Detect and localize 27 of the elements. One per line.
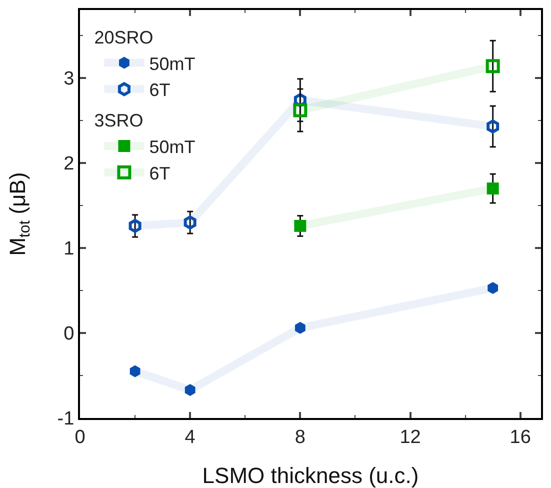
point bbox=[294, 220, 306, 232]
point bbox=[130, 365, 140, 378]
point bbox=[488, 282, 498, 294]
x-tick-label: 16 bbox=[510, 426, 531, 448]
y-tick-label: 2 bbox=[64, 154, 74, 175]
legend-label: 6T bbox=[149, 163, 170, 184]
annotation: 3SRO bbox=[94, 110, 144, 131]
y-tick-label: 1 bbox=[64, 238, 74, 260]
legend-label: 50mT bbox=[149, 54, 196, 74]
point bbox=[128, 218, 142, 233]
point bbox=[184, 384, 196, 396]
point bbox=[486, 182, 499, 194]
point bbox=[293, 103, 308, 118]
x-tick-label: 8 bbox=[294, 426, 306, 448]
point bbox=[294, 322, 306, 334]
y-tick-label: 3 bbox=[64, 68, 74, 90]
annotation: 20SRO bbox=[94, 27, 154, 48]
point bbox=[486, 119, 500, 134]
x-tick-label: 12 bbox=[400, 426, 421, 448]
point bbox=[486, 59, 500, 74]
point bbox=[184, 216, 196, 230]
x-axis-title: LSMO thickness (u.c.) bbox=[202, 463, 419, 488]
x-tick-label: 4 bbox=[184, 426, 196, 448]
y-tick-label: -1 bbox=[57, 408, 74, 430]
legend-label: 50mT bbox=[149, 136, 196, 157]
y-tick-label: 0 bbox=[64, 324, 74, 345]
legend-label: 6T bbox=[149, 80, 170, 100]
